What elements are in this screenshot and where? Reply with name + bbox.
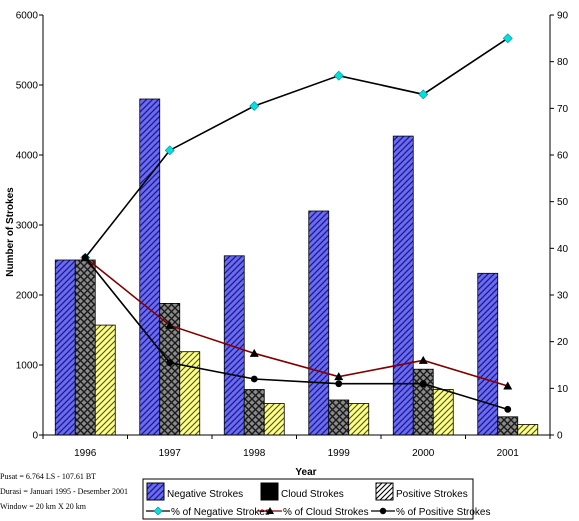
legend-label-pct-positive: % of Positive Strokes [396, 507, 490, 518]
y-tick-label: 2000 [16, 291, 39, 302]
y-axis-title: Number of Strokes [5, 187, 16, 277]
legend-label-pct-cloud: % of Cloud Strokes [283, 507, 369, 518]
y2-tick-label: 30 [557, 291, 569, 302]
x-tick-label: 1997 [159, 448, 182, 459]
note-pusat: Pusat = 6.764 LS - 107.61 BT [0, 472, 96, 481]
note-window: Window = 20 km X 20 km [0, 502, 87, 511]
marker-pct-positive [81, 254, 89, 262]
marker-pct-positive [166, 359, 174, 367]
bar-positive-strokes [179, 351, 201, 436]
legend-marker-negative [153, 506, 163, 516]
bar-cloud-strokes [243, 389, 265, 436]
x-tick-label: 1999 [328, 448, 351, 459]
x-tick-label: 2001 [497, 448, 520, 459]
note-durasi: Durasi = Januari 1995 - Desember 2001 [0, 487, 128, 496]
line-pct-negative [84, 37, 509, 259]
y2-tick-label: 10 [557, 384, 569, 395]
marker-pct-positive [335, 380, 343, 388]
y2-tick-label: 50 [557, 197, 569, 208]
legend-label-negative: Negative Strokes [167, 489, 243, 500]
y2-tick-label: 0 [557, 431, 563, 442]
bar-cloud-strokes [74, 259, 96, 436]
legend-swatch-cloud [260, 482, 279, 501]
legend-frame [142, 478, 474, 520]
x-tick-label: 2000 [412, 448, 435, 459]
y-tick-label: 0 [32, 431, 38, 442]
marker-pct-cloud [418, 355, 428, 364]
lines [80, 33, 513, 413]
bar-cloud-strokes [412, 368, 434, 436]
marker-pct-positive [419, 380, 427, 388]
bar-cloud-strokes [497, 416, 519, 436]
marker-pct-positive [504, 405, 512, 413]
marker-pct-negative [164, 145, 175, 156]
marker-pct-negative [502, 33, 513, 44]
y2-tick-label: 20 [557, 337, 569, 348]
y-tick-label: 1000 [16, 361, 39, 372]
legend-label-pct-negative: % of Negative Strokes [171, 507, 270, 518]
line-pct-positive [84, 257, 508, 411]
marker-pct-cloud [503, 381, 513, 390]
x-tick-label: 1998 [243, 448, 266, 459]
bars [54, 98, 539, 436]
y2-tick-label: 60 [557, 151, 569, 162]
legend-swatch-negative [146, 482, 165, 501]
marker-pct-negative [333, 70, 344, 81]
y2-tick-label: 70 [557, 104, 569, 115]
bar-negative-strokes [477, 272, 499, 436]
y-axis-left: 0 1000 2000 3000 4000 5000 6000 [16, 11, 44, 442]
legend-swatch-positive [375, 482, 394, 501]
bar-negative-strokes [223, 255, 245, 436]
y-tick-label: 3000 [16, 221, 39, 232]
y2-tick-label: 90 [557, 11, 569, 22]
marker-pct-positive [250, 375, 258, 383]
x-tick-label: 1996 [74, 448, 97, 459]
bar-negative-strokes [308, 210, 330, 436]
bar-positive-strokes [348, 403, 370, 436]
legend-label-cloud: Cloud Strokes [281, 489, 344, 500]
y-tick-label: 6000 [16, 11, 39, 22]
legend-label-positive: Positive Strokes [396, 489, 468, 500]
marker-pct-cloud [334, 372, 344, 381]
line-pct-cloud [84, 257, 508, 387]
bar-positive-strokes [94, 324, 116, 436]
bar-positive-strokes [263, 403, 285, 436]
marker-pct-negative [418, 89, 429, 100]
legend: Negative Strokes Cloud Strokes Positive … [142, 478, 490, 520]
marker-pct-cloud [249, 348, 259, 357]
chart-notes: Pusat = 6.764 LS - 107.61 BT Durasi = Ja… [0, 472, 128, 511]
y2-tick-label: 40 [557, 244, 569, 255]
y-tick-label: 5000 [16, 81, 39, 92]
bar-cloud-strokes [328, 399, 350, 436]
legend-marker-cloud [266, 507, 274, 514]
bar-negative-strokes [54, 259, 76, 436]
bar-positive-strokes [517, 424, 539, 436]
bar-positive-strokes [432, 389, 454, 436]
marker-pct-cloud [165, 320, 175, 329]
y-tick-label: 4000 [16, 151, 39, 162]
x-axis: 1996 1997 1998 1999 2000 2001 [42, 434, 551, 459]
marker-pct-negative [249, 101, 260, 111]
x-axis-title: Year [295, 467, 316, 478]
y-axis-right: 0 10 20 30 40 50 60 70 80 90 [549, 11, 569, 442]
bar-negative-strokes [392, 135, 414, 436]
y2-tick-label: 80 [557, 57, 569, 68]
bar-negative-strokes [139, 98, 161, 436]
legend-marker-positive [379, 507, 387, 515]
